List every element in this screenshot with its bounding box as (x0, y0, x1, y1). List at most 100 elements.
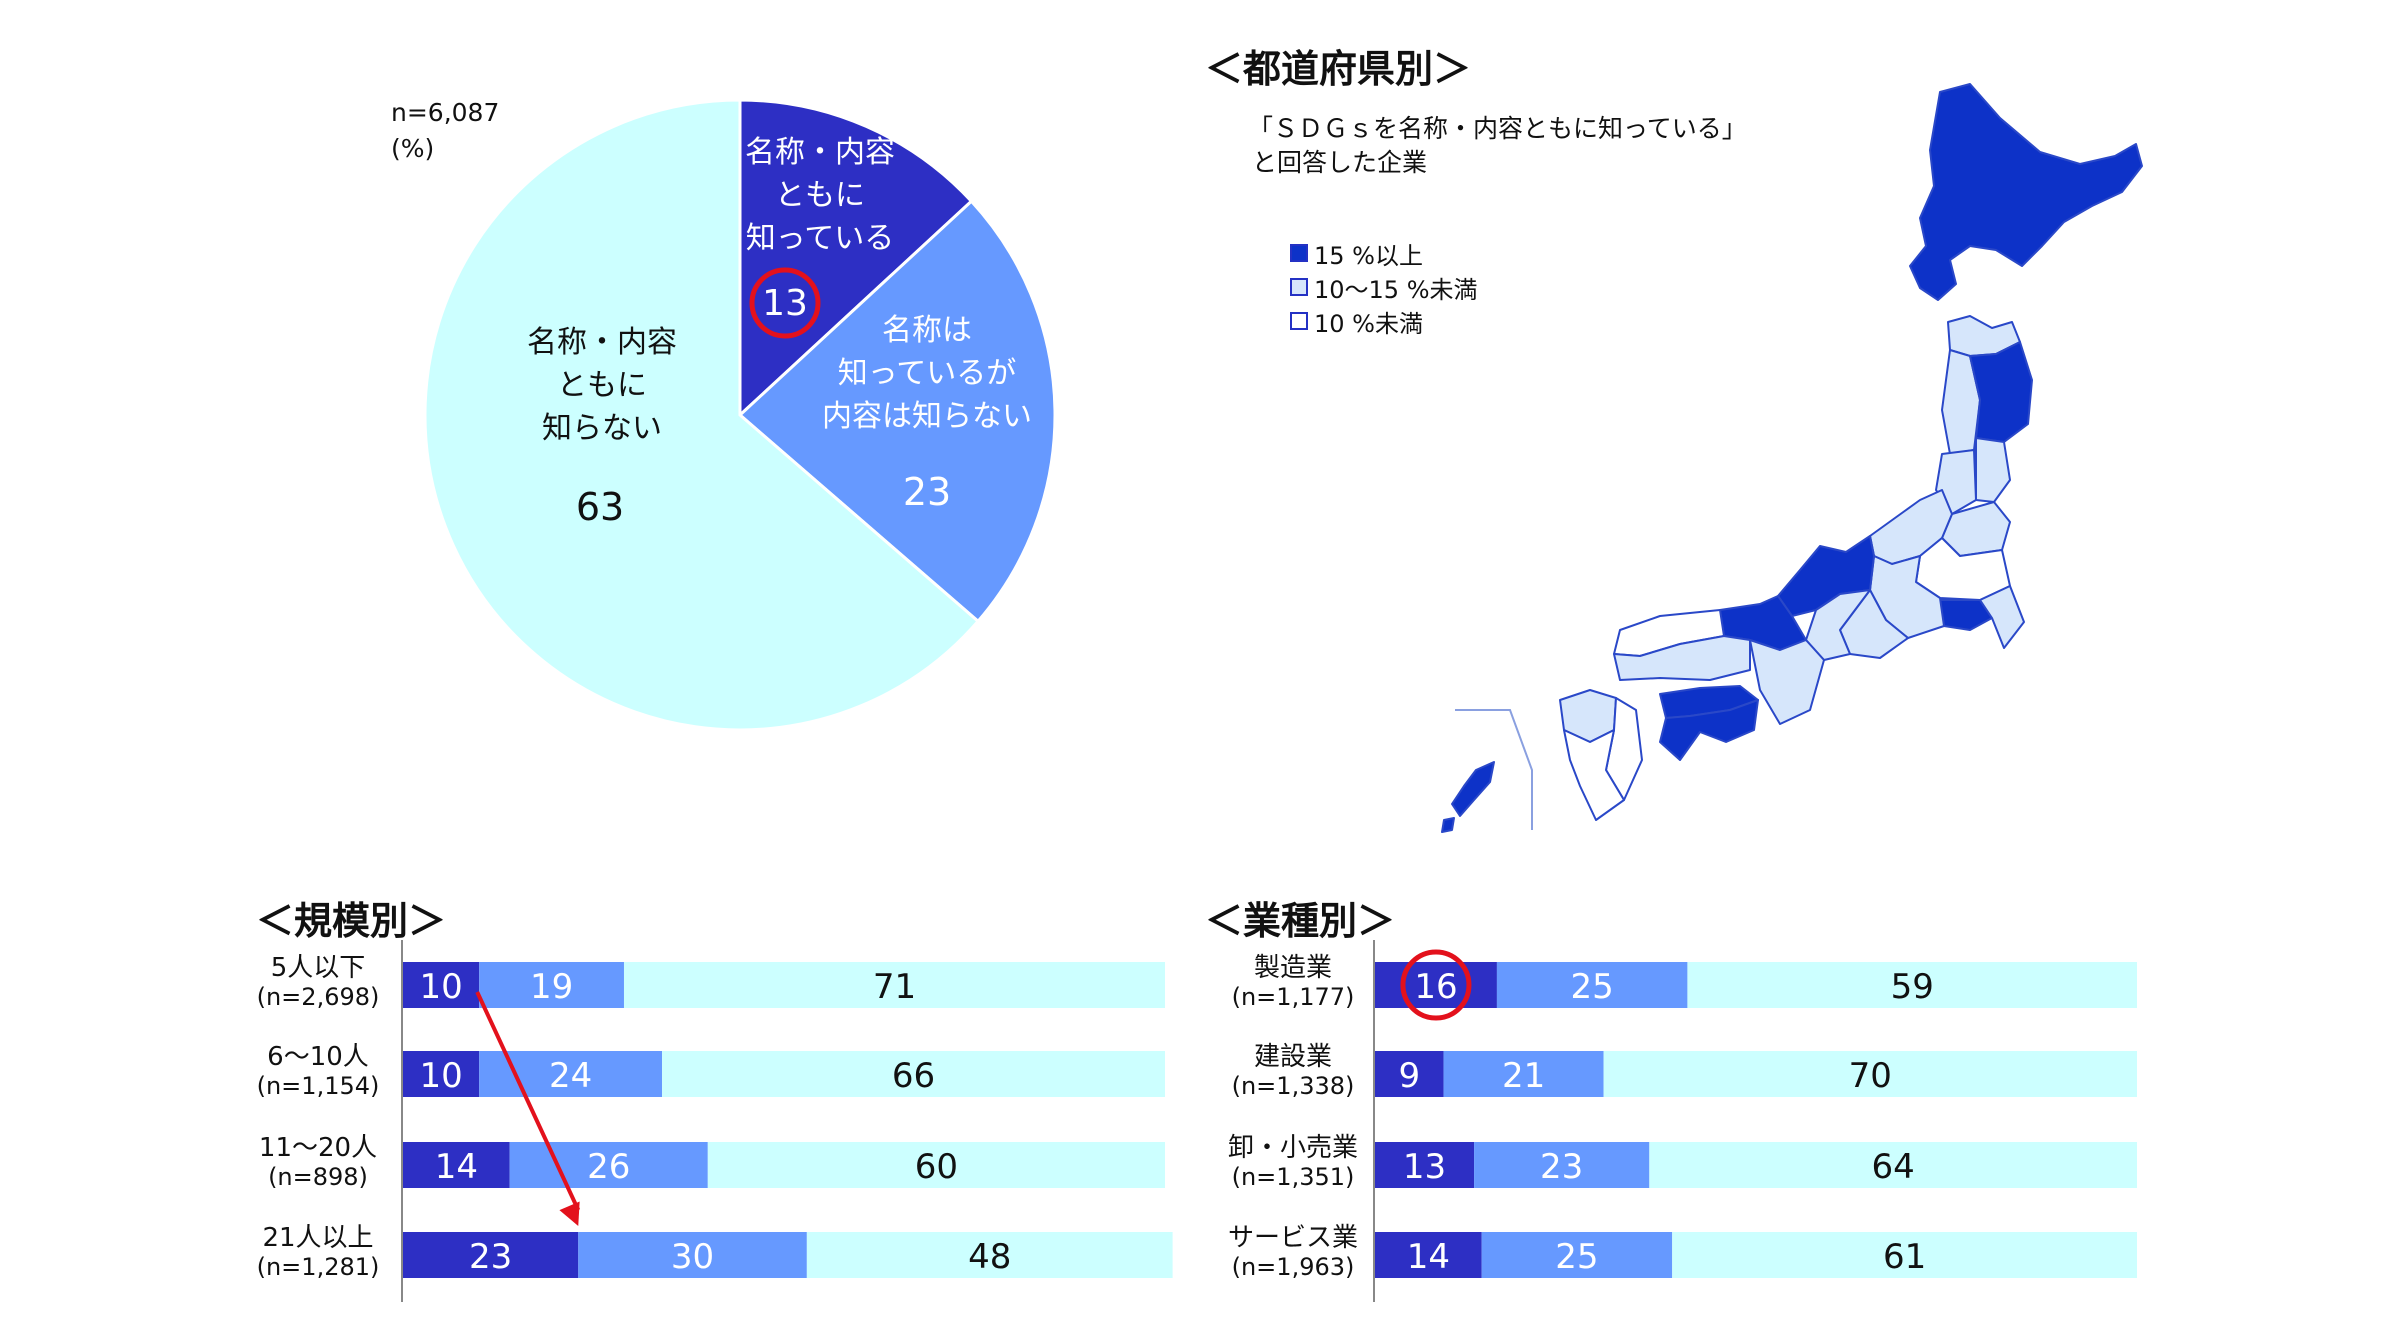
bar-highlight-circle (1400, 949, 1472, 1021)
bar-value-label: 16 (1414, 967, 1457, 1007)
bar-category-sublabel: (n=898) (268, 1163, 368, 1191)
bar-category-sublabel: (n=1,338) (1232, 1072, 1355, 1100)
bar-category-label: 5人以下 (271, 953, 366, 983)
map-caption-line2: と回答した企業 (1252, 148, 1428, 177)
bar-value-label: 25 (1555, 1237, 1598, 1277)
trend-arrow-head (559, 1201, 580, 1226)
bar-value-label: 70 (1849, 1056, 1892, 1096)
map-region-iwate (1969, 341, 2033, 443)
bar-segment (403, 1232, 579, 1278)
legend-item-low: 10 %未満 (1290, 304, 1478, 338)
bar-value-label: 30 (671, 1237, 714, 1277)
bar-segment (578, 1232, 807, 1278)
bar-segment (1375, 1142, 1475, 1188)
bar-value-label: 21 (1502, 1056, 1545, 1096)
map-region-shikoku-south (1659, 699, 1759, 761)
bar-segment (707, 1142, 1165, 1188)
pie-unit-label: (%) (391, 134, 435, 163)
bar-segment (403, 1142, 510, 1188)
japan-map (1441, 83, 2143, 833)
bar-value-label: 59 (1891, 967, 1934, 1007)
legend-item-mid: 10～15 %未満 (1290, 270, 1478, 304)
pie-slice-0 (738, 98, 974, 419)
bar-segment (1496, 962, 1688, 1008)
map-legend: 15 %以上 10～15 %未満 10 %未満 (1290, 236, 1478, 338)
bar-segment (403, 962, 480, 1008)
bar-value-label: 64 (1872, 1147, 1915, 1187)
pie-chart: 名称・内容ともに知っている13名称は知っているが内容は知らない23名称・内容とも… (423, 98, 1057, 732)
pie-slice-label-1-2: 内容は知らない (822, 399, 1032, 434)
bar-category-label: サービス業 (1228, 1223, 1358, 1253)
pie-slice-label-2-2: 知らない (542, 411, 662, 446)
bar-segment (1649, 1142, 2137, 1188)
bar-category-sublabel: (n=2,698) (257, 983, 380, 1011)
pie-slice-value-2: 63 (576, 485, 624, 529)
map-region-chugoku-south (1613, 635, 1751, 681)
pie-slice-label-1-1: 知っているが (838, 356, 1017, 391)
size-section-title: ＜規模別＞ (256, 899, 447, 943)
bar-segment (479, 962, 624, 1008)
bar-segment (1375, 962, 1497, 1008)
pie-slice-value-0: 13 (762, 283, 808, 324)
bar-value-label: 13 (1403, 1147, 1446, 1187)
map-okinawa-inset-line (1455, 709, 1533, 830)
pie-slice-value-1: 23 (903, 470, 951, 514)
bar-category-sublabel: (n=1,963) (1232, 1253, 1355, 1281)
map-region-miyagi (1975, 437, 2011, 503)
bar-value-label: 60 (915, 1147, 958, 1187)
bar-category-sublabel: (n=1,177) (1232, 983, 1355, 1011)
pie-slice-label-1-0: 名称は (882, 313, 972, 348)
legend-label-mid: 10～15 %未満 (1314, 275, 1478, 304)
bar-value-label: 23 (469, 1237, 512, 1277)
pie-highlight-circle (749, 267, 821, 339)
bar-segment (1481, 1232, 1673, 1278)
legend-item-high: 15 %以上 (1290, 236, 1478, 270)
bar-value-label: 24 (549, 1056, 592, 1096)
bar-value-label: 10 (419, 967, 462, 1007)
bar-segment (1474, 1142, 1650, 1188)
bar-category-label: 21人以上 (262, 1223, 373, 1253)
pie-n-label: n=6,087 (391, 98, 500, 127)
bar-category-label: 建設業 (1254, 1042, 1332, 1072)
map-section-title: ＜都道府県別＞ (1205, 47, 1472, 91)
bar-value-label: 71 (873, 967, 916, 1007)
bar-segment (1443, 1051, 1604, 1097)
size-bar-chart: 5人以下(n=2,698) 10 19 71 6～10人(n=1,154) 10 24 66 1… (257, 940, 1173, 1302)
pie-slice-label-0-2: 知っている (746, 221, 895, 256)
pie-slice-1 (737, 199, 1057, 624)
bar-segment (806, 1232, 1173, 1278)
bar-category-label: 卸・小売業 (1228, 1133, 1358, 1163)
bar-value-label: 9 (1398, 1056, 1420, 1096)
bar-value-label: 61 (1883, 1237, 1926, 1277)
bar-segment (1375, 1051, 1444, 1097)
map-region-hokkaido (1909, 83, 2143, 301)
bar-segment (1603, 1051, 2137, 1097)
bar-category-label: 6～10人 (267, 1042, 369, 1072)
industry-section-title: ＜業種別＞ (1205, 899, 1396, 943)
bar-segment (623, 962, 1165, 1008)
legend-swatch-low (1290, 312, 1308, 330)
map-region-kinki-south (1749, 639, 1825, 725)
bar-value-label: 19 (530, 967, 573, 1007)
bar-value-label: 14 (1407, 1237, 1450, 1277)
legend-label-low: 10 %未満 (1314, 309, 1423, 338)
pie-slice-2 (423, 98, 981, 732)
map-region-chiba (1979, 585, 2025, 649)
map-region-okinawa (1451, 761, 1495, 817)
legend-swatch-high (1290, 244, 1308, 262)
map-region-kyushu-west (1563, 729, 1625, 821)
bar-value-label: 48 (968, 1237, 1011, 1277)
bar-category-sublabel: (n=1,154) (257, 1072, 380, 1100)
map-caption-line1: 「ＳＤＧｓを名称・内容ともに知っている」 (1248, 114, 1747, 143)
pie-slice-label-0-1: ともに (775, 178, 865, 213)
legend-label-high: 15 %以上 (1314, 241, 1423, 270)
bar-segment (403, 1051, 480, 1097)
bar-segment (662, 1051, 1165, 1097)
bar-segment (1672, 1232, 2137, 1278)
bar-segment (509, 1142, 708, 1188)
bar-value-label: 14 (435, 1147, 478, 1187)
bar-category-sublabel: (n=1,351) (1232, 1163, 1355, 1191)
bar-value-label: 23 (1540, 1147, 1583, 1187)
bar-category-label: 製造業 (1254, 953, 1332, 983)
legend-swatch-mid (1290, 278, 1308, 296)
